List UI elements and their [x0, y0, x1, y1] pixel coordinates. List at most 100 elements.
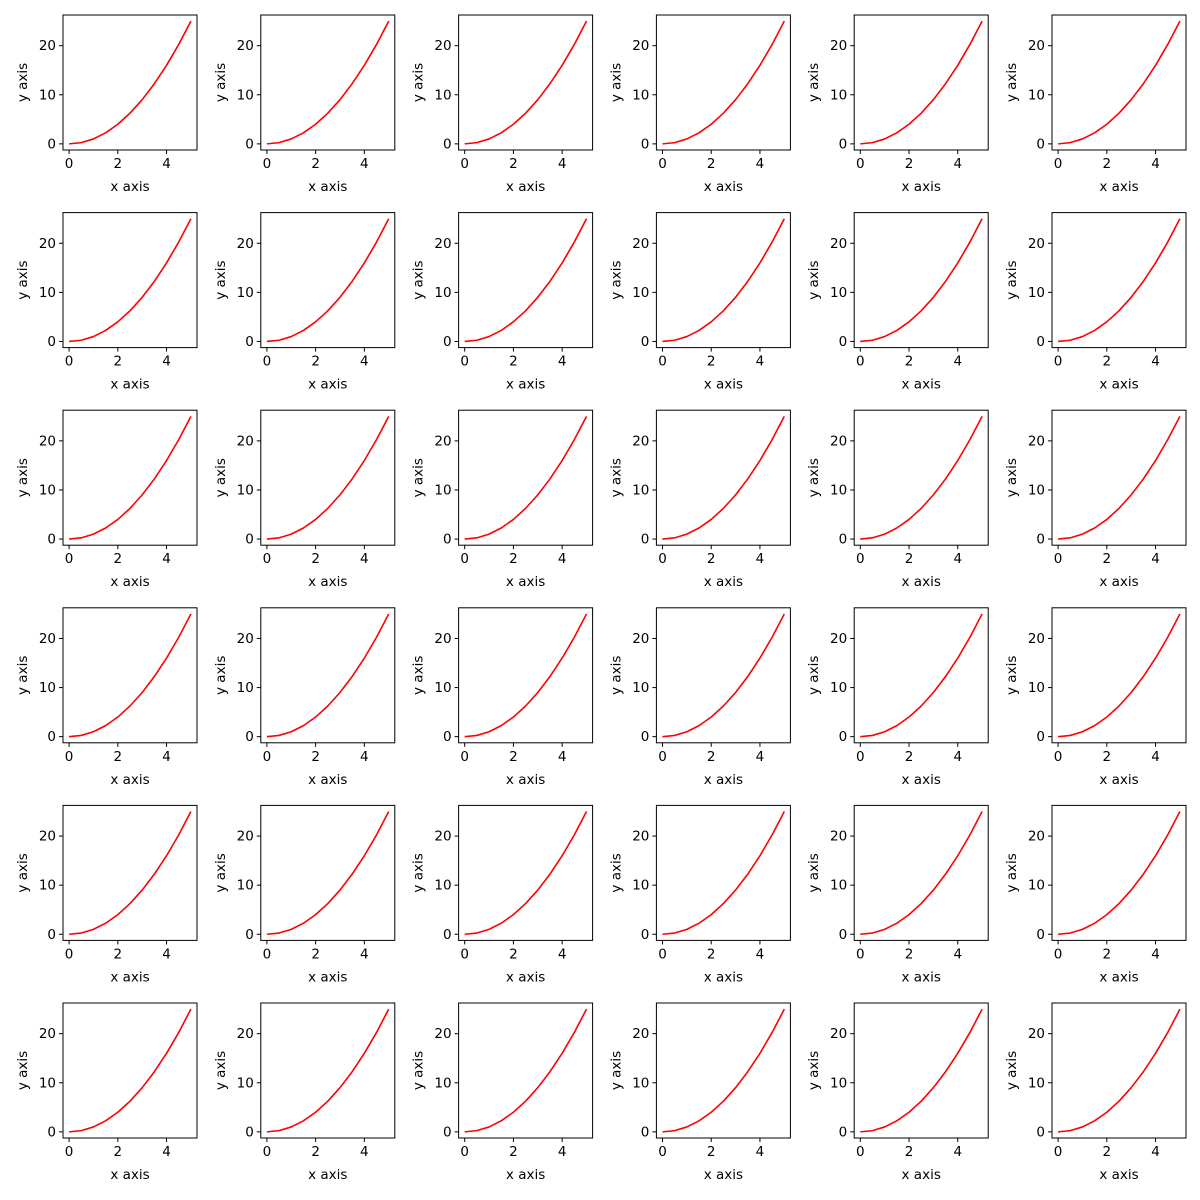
series-line — [69, 613, 192, 738]
x-tick-label: 0 — [65, 946, 74, 962]
axes-frame — [1051, 212, 1187, 349]
axes-frame — [62, 14, 198, 151]
y-tick-label: 0 — [1036, 729, 1045, 745]
y-axis-label: y axis — [608, 656, 624, 695]
y-tick-label: 0 — [839, 136, 848, 152]
y-axis-label: y axis — [1004, 656, 1020, 695]
x-tick-label: 0 — [856, 156, 865, 172]
y-tick-label: 10 — [632, 680, 649, 696]
y-axis-label: y axis — [213, 260, 229, 299]
subplot: 0 2 4 0 10 20 x axis y axis — [608, 1002, 791, 1183]
y-axis-label: y axis — [608, 63, 624, 102]
y-axis-label: y axis — [15, 1051, 31, 1090]
x-axis-label: x axis — [110, 969, 149, 985]
y-axis-label: y axis — [608, 853, 624, 892]
x-axis-label: x axis — [506, 969, 545, 985]
y-tick-label: 20 — [632, 38, 649, 54]
x-tick-label: 2 — [311, 749, 320, 765]
subplot: 0 2 4 0 10 20 x axis y axis — [806, 607, 989, 788]
x-axis-label: x axis — [308, 969, 347, 985]
y-tick-label: 0 — [641, 729, 650, 745]
axes-frame — [260, 409, 396, 546]
subplot: 0 2 4 0 10 20 x axis y axis — [608, 607, 791, 788]
subplot: 0 2 4 0 10 20 x axis y axis — [15, 804, 198, 985]
series-line — [266, 613, 390, 738]
y-tick-label: 10 — [830, 482, 847, 498]
y-axis-label: y axis — [608, 1051, 624, 1090]
x-tick-label: 2 — [707, 551, 716, 567]
series-line — [464, 1008, 588, 1133]
x-axis-label: x axis — [704, 969, 743, 985]
x-tick-label: 2 — [707, 749, 716, 765]
axes-frame — [260, 212, 396, 349]
y-tick-label: 20 — [39, 829, 56, 845]
x-tick-label: 2 — [509, 946, 518, 962]
y-axis-label: y axis — [411, 656, 427, 695]
subplot: 0 2 4 0 10 20 x axis y axis — [806, 212, 989, 393]
x-tick-label: 4 — [953, 1144, 962, 1160]
y-axis-label: y axis — [1004, 260, 1020, 299]
x-tick-label: 2 — [311, 354, 320, 370]
y-tick-label: 10 — [237, 482, 254, 498]
y-tick-label: 10 — [1028, 680, 1045, 696]
axes-frame — [1051, 1002, 1187, 1139]
y-tick-label: 20 — [237, 433, 254, 449]
y-tick-label: 20 — [39, 433, 56, 449]
x-tick-label: 0 — [263, 749, 272, 765]
x-axis-label: x axis — [110, 377, 149, 393]
subplot: 0 2 4 0 10 20 x axis y axis — [213, 212, 396, 393]
axes-frame — [260, 804, 396, 941]
x-axis-label: x axis — [1099, 772, 1138, 788]
x-tick-label: 4 — [360, 156, 369, 172]
y-tick-label: 20 — [830, 829, 847, 845]
x-axis-label: x axis — [506, 377, 545, 393]
y-axis-label: y axis — [213, 63, 229, 102]
x-axis-label: x axis — [704, 377, 743, 393]
x-tick-label: 4 — [360, 354, 369, 370]
x-tick-label: 0 — [658, 1144, 667, 1160]
x-tick-label: 4 — [558, 551, 567, 567]
y-axis-label: y axis — [15, 260, 31, 299]
subplot: 0 2 4 0 10 20 x axis y axis — [15, 409, 198, 590]
y-axis-label: y axis — [411, 63, 427, 102]
series-line — [1058, 415, 1181, 540]
y-tick-label: 10 — [632, 285, 649, 301]
x-axis-label: x axis — [902, 179, 941, 195]
y-tick-label: 0 — [245, 729, 254, 745]
x-tick-label: 0 — [263, 551, 272, 567]
axes-frame — [853, 212, 989, 349]
x-tick-label: 0 — [856, 551, 865, 567]
x-tick-label: 4 — [953, 749, 962, 765]
x-tick-label: 0 — [1054, 156, 1063, 172]
y-tick-label: 20 — [237, 236, 254, 252]
subplot: 0 2 4 0 10 20 x axis y axis — [1004, 212, 1187, 393]
x-axis-label: x axis — [1099, 377, 1138, 393]
x-tick-label: 2 — [1103, 354, 1112, 370]
subplot: 0 2 4 0 10 20 x axis y axis — [15, 607, 198, 788]
y-tick-label: 20 — [1028, 631, 1045, 647]
y-axis-label: y axis — [411, 260, 427, 299]
y-tick-label: 10 — [237, 680, 254, 696]
y-tick-label: 20 — [434, 38, 451, 54]
y-tick-label: 0 — [1036, 532, 1045, 548]
x-tick-label: 4 — [558, 1144, 567, 1160]
x-tick-label: 0 — [658, 354, 667, 370]
x-axis-label: x axis — [704, 179, 743, 195]
x-tick-label: 2 — [1103, 749, 1112, 765]
y-tick-label: 20 — [830, 1026, 847, 1042]
x-tick-label: 4 — [1151, 354, 1160, 370]
axes-frame — [655, 1002, 791, 1139]
y-tick-label: 10 — [632, 87, 649, 103]
x-tick-label: 0 — [263, 156, 272, 172]
y-axis-label: y axis — [806, 656, 822, 695]
y-tick-label: 20 — [434, 1026, 451, 1042]
x-tick-label: 0 — [263, 354, 272, 370]
y-axis-label: y axis — [15, 656, 31, 695]
y-tick-label: 10 — [237, 285, 254, 301]
y-tick-label: 0 — [641, 1124, 650, 1140]
axes-frame — [853, 804, 989, 941]
x-axis-label: x axis — [308, 574, 347, 590]
x-axis-label: x axis — [902, 772, 941, 788]
axes-frame — [458, 607, 594, 744]
x-tick-label: 2 — [905, 946, 914, 962]
